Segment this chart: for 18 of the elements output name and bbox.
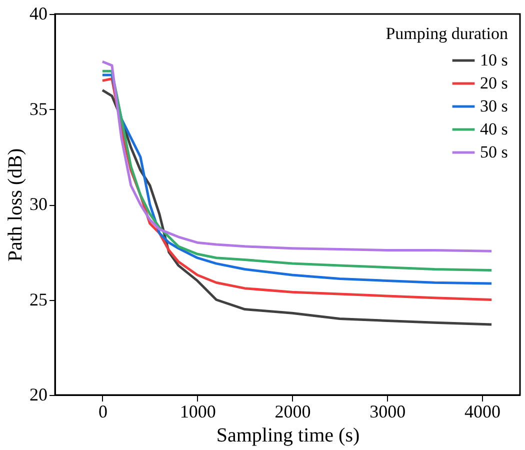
y-tick-label: 35 (30, 98, 48, 119)
x-tick-label: 3000 (370, 402, 406, 422)
x-tick-label: 4000 (464, 402, 501, 422)
y-tick-label: 40 (30, 4, 48, 24)
y-tick-label: 20 (30, 384, 48, 404)
legend-label: 20 s (480, 74, 508, 92)
legend-label: 50 s (480, 142, 508, 162)
legend-title: Pumping duration (386, 24, 508, 43)
y-axis-title: Path loss (dB) (4, 148, 26, 262)
x-tick-label: 2000 (274, 402, 311, 422)
legend-label: 30 s (480, 96, 508, 116)
legend-label: 40 s (480, 120, 508, 138)
y-tick-label: 25 (30, 289, 48, 310)
legend-label: 10 s (480, 50, 508, 70)
x-tick-label: 0 (98, 402, 108, 422)
x-tick-label: 1000 (180, 402, 216, 422)
y-tick-label: 30 (30, 194, 48, 214)
x-axis-title: Sampling time (s) (216, 424, 360, 446)
